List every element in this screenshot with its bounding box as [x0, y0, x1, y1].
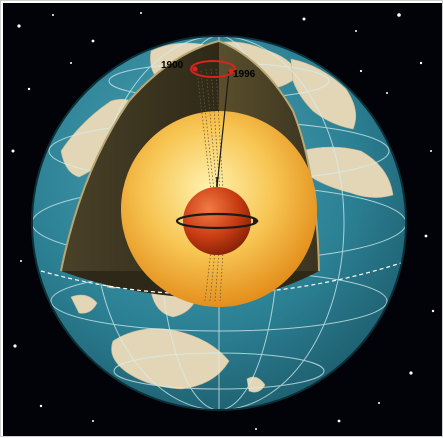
- pole-1900-marker: [192, 66, 198, 72]
- rotation-arrow-icon: [253, 219, 259, 224]
- label-year-start: 1900: [161, 60, 184, 71]
- rotation-axis-line: [216, 70, 230, 188]
- inner-core: [183, 187, 251, 255]
- axis-shift-path: [190, 60, 236, 78]
- stars: [11, 12, 435, 430]
- pole-1996-marker: [228, 68, 234, 74]
- label-year-end: 1996: [233, 69, 256, 80]
- equator-line: [40, 262, 402, 295]
- globe-rim: [31, 35, 407, 411]
